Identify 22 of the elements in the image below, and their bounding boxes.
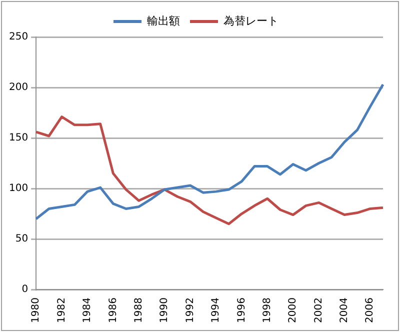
x-tick-label: 1988 (133, 298, 144, 324)
x-tick-label: 2004 (339, 298, 350, 324)
x-tick-label: 1990 (159, 298, 170, 324)
x-tick-label: 1998 (262, 298, 273, 324)
x-tick-label: 1984 (82, 298, 94, 324)
x-tick-label: 2006 (364, 298, 376, 324)
legend-label: 輸出額 (147, 14, 180, 28)
y-tick-label: 0 (22, 284, 28, 296)
x-tick-label: 2002 (313, 298, 324, 324)
y-tick-label: 150 (8, 132, 28, 144)
x-tick-label: 1986 (108, 298, 119, 324)
x-tick-label: 2000 (288, 298, 299, 324)
x-tick-label: 1982 (56, 298, 68, 324)
x-tick-label: 1980 (30, 298, 42, 324)
y-tick-label: 250 (8, 32, 28, 43)
y-tick-label: 50 (15, 234, 28, 245)
legend-label: 為替レート (224, 14, 278, 28)
y-tick-label: 200 (8, 82, 28, 94)
y-tick-label: 100 (8, 183, 28, 194)
x-tick-label: 1996 (236, 298, 248, 324)
x-tick-label: 1994 (210, 298, 222, 324)
x-tick-label: 1992 (184, 298, 196, 324)
